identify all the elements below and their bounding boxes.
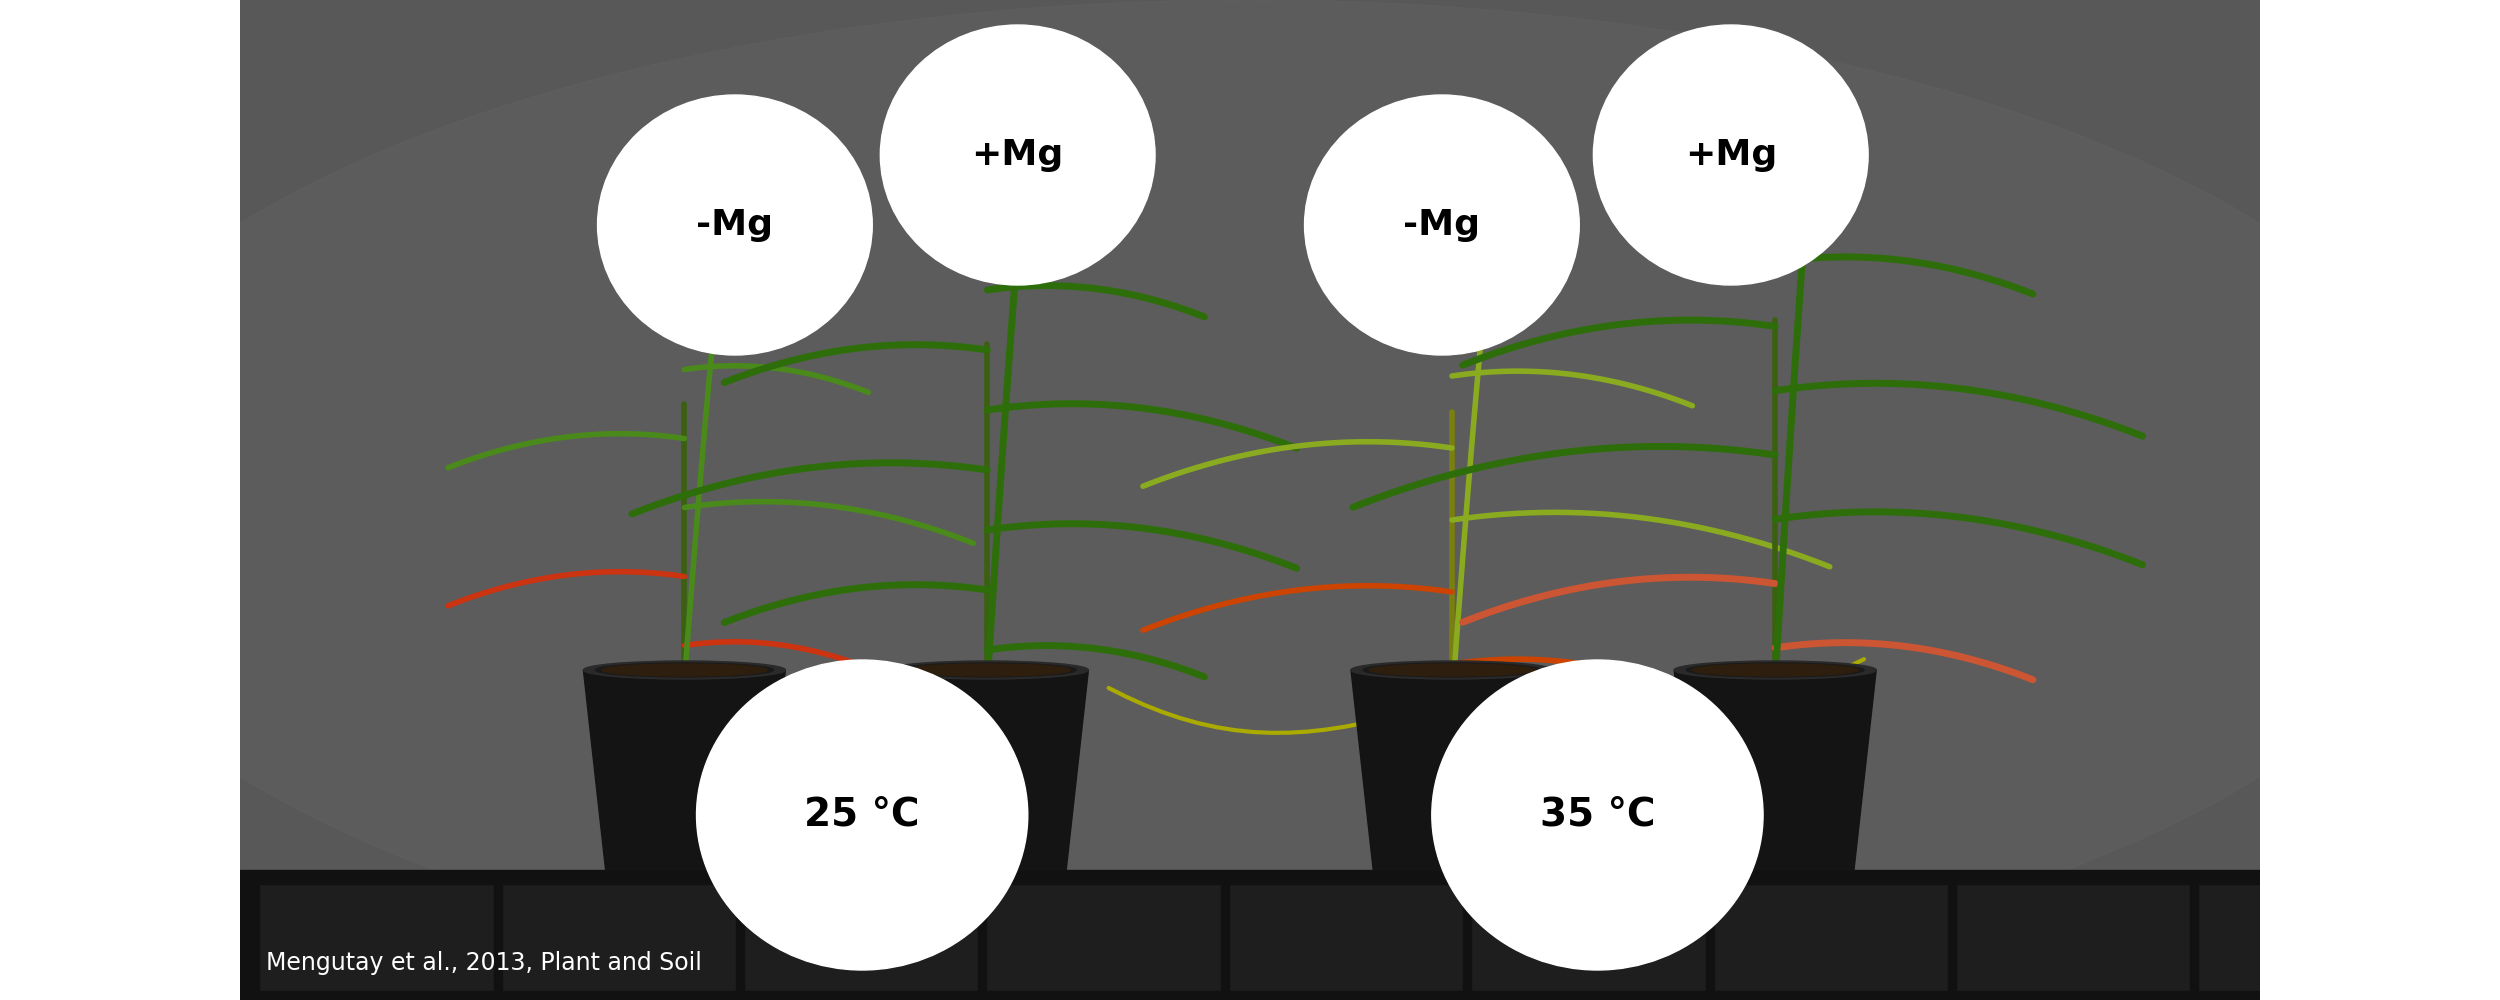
Ellipse shape: [698, 660, 1028, 970]
Text: -Mg: -Mg: [698, 208, 772, 242]
Bar: [1472, 885, 1705, 990]
Bar: [260, 885, 492, 990]
Ellipse shape: [1693, 664, 1858, 676]
Bar: [1715, 885, 1948, 990]
Ellipse shape: [888, 661, 1088, 679]
Ellipse shape: [1688, 663, 1865, 677]
Bar: [2200, 885, 2432, 990]
Text: -Mg: -Mg: [1403, 208, 1480, 242]
Ellipse shape: [1305, 95, 1580, 355]
Text: 25 °C: 25 °C: [805, 796, 920, 834]
Ellipse shape: [905, 664, 1070, 676]
Ellipse shape: [595, 663, 772, 677]
Text: 35 °C: 35 °C: [1540, 796, 1655, 834]
Bar: [988, 885, 1220, 990]
Ellipse shape: [38, 0, 2462, 1000]
Polygon shape: [582, 670, 785, 870]
Ellipse shape: [1370, 664, 1535, 676]
Ellipse shape: [898, 663, 1078, 677]
Text: Mengutay et al., 2013, Plant and Soil: Mengutay et al., 2013, Plant and Soil: [268, 951, 703, 975]
Bar: [1230, 885, 1462, 990]
Bar: [503, 885, 735, 990]
Polygon shape: [1675, 670, 1875, 870]
Ellipse shape: [880, 25, 1155, 285]
Ellipse shape: [1362, 663, 1540, 677]
Ellipse shape: [1592, 25, 1868, 285]
Polygon shape: [888, 670, 1088, 870]
Ellipse shape: [1350, 661, 1552, 679]
Text: +Mg: +Mg: [972, 138, 1065, 172]
Ellipse shape: [1675, 661, 1875, 679]
Ellipse shape: [1432, 660, 1762, 970]
Ellipse shape: [602, 664, 768, 676]
Bar: [240, 870, 2260, 1000]
Ellipse shape: [582, 661, 785, 679]
Polygon shape: [1350, 670, 1552, 870]
Bar: [745, 885, 978, 990]
Ellipse shape: [598, 95, 872, 355]
Bar: [1958, 885, 2190, 990]
Text: +Mg: +Mg: [1685, 138, 1777, 172]
